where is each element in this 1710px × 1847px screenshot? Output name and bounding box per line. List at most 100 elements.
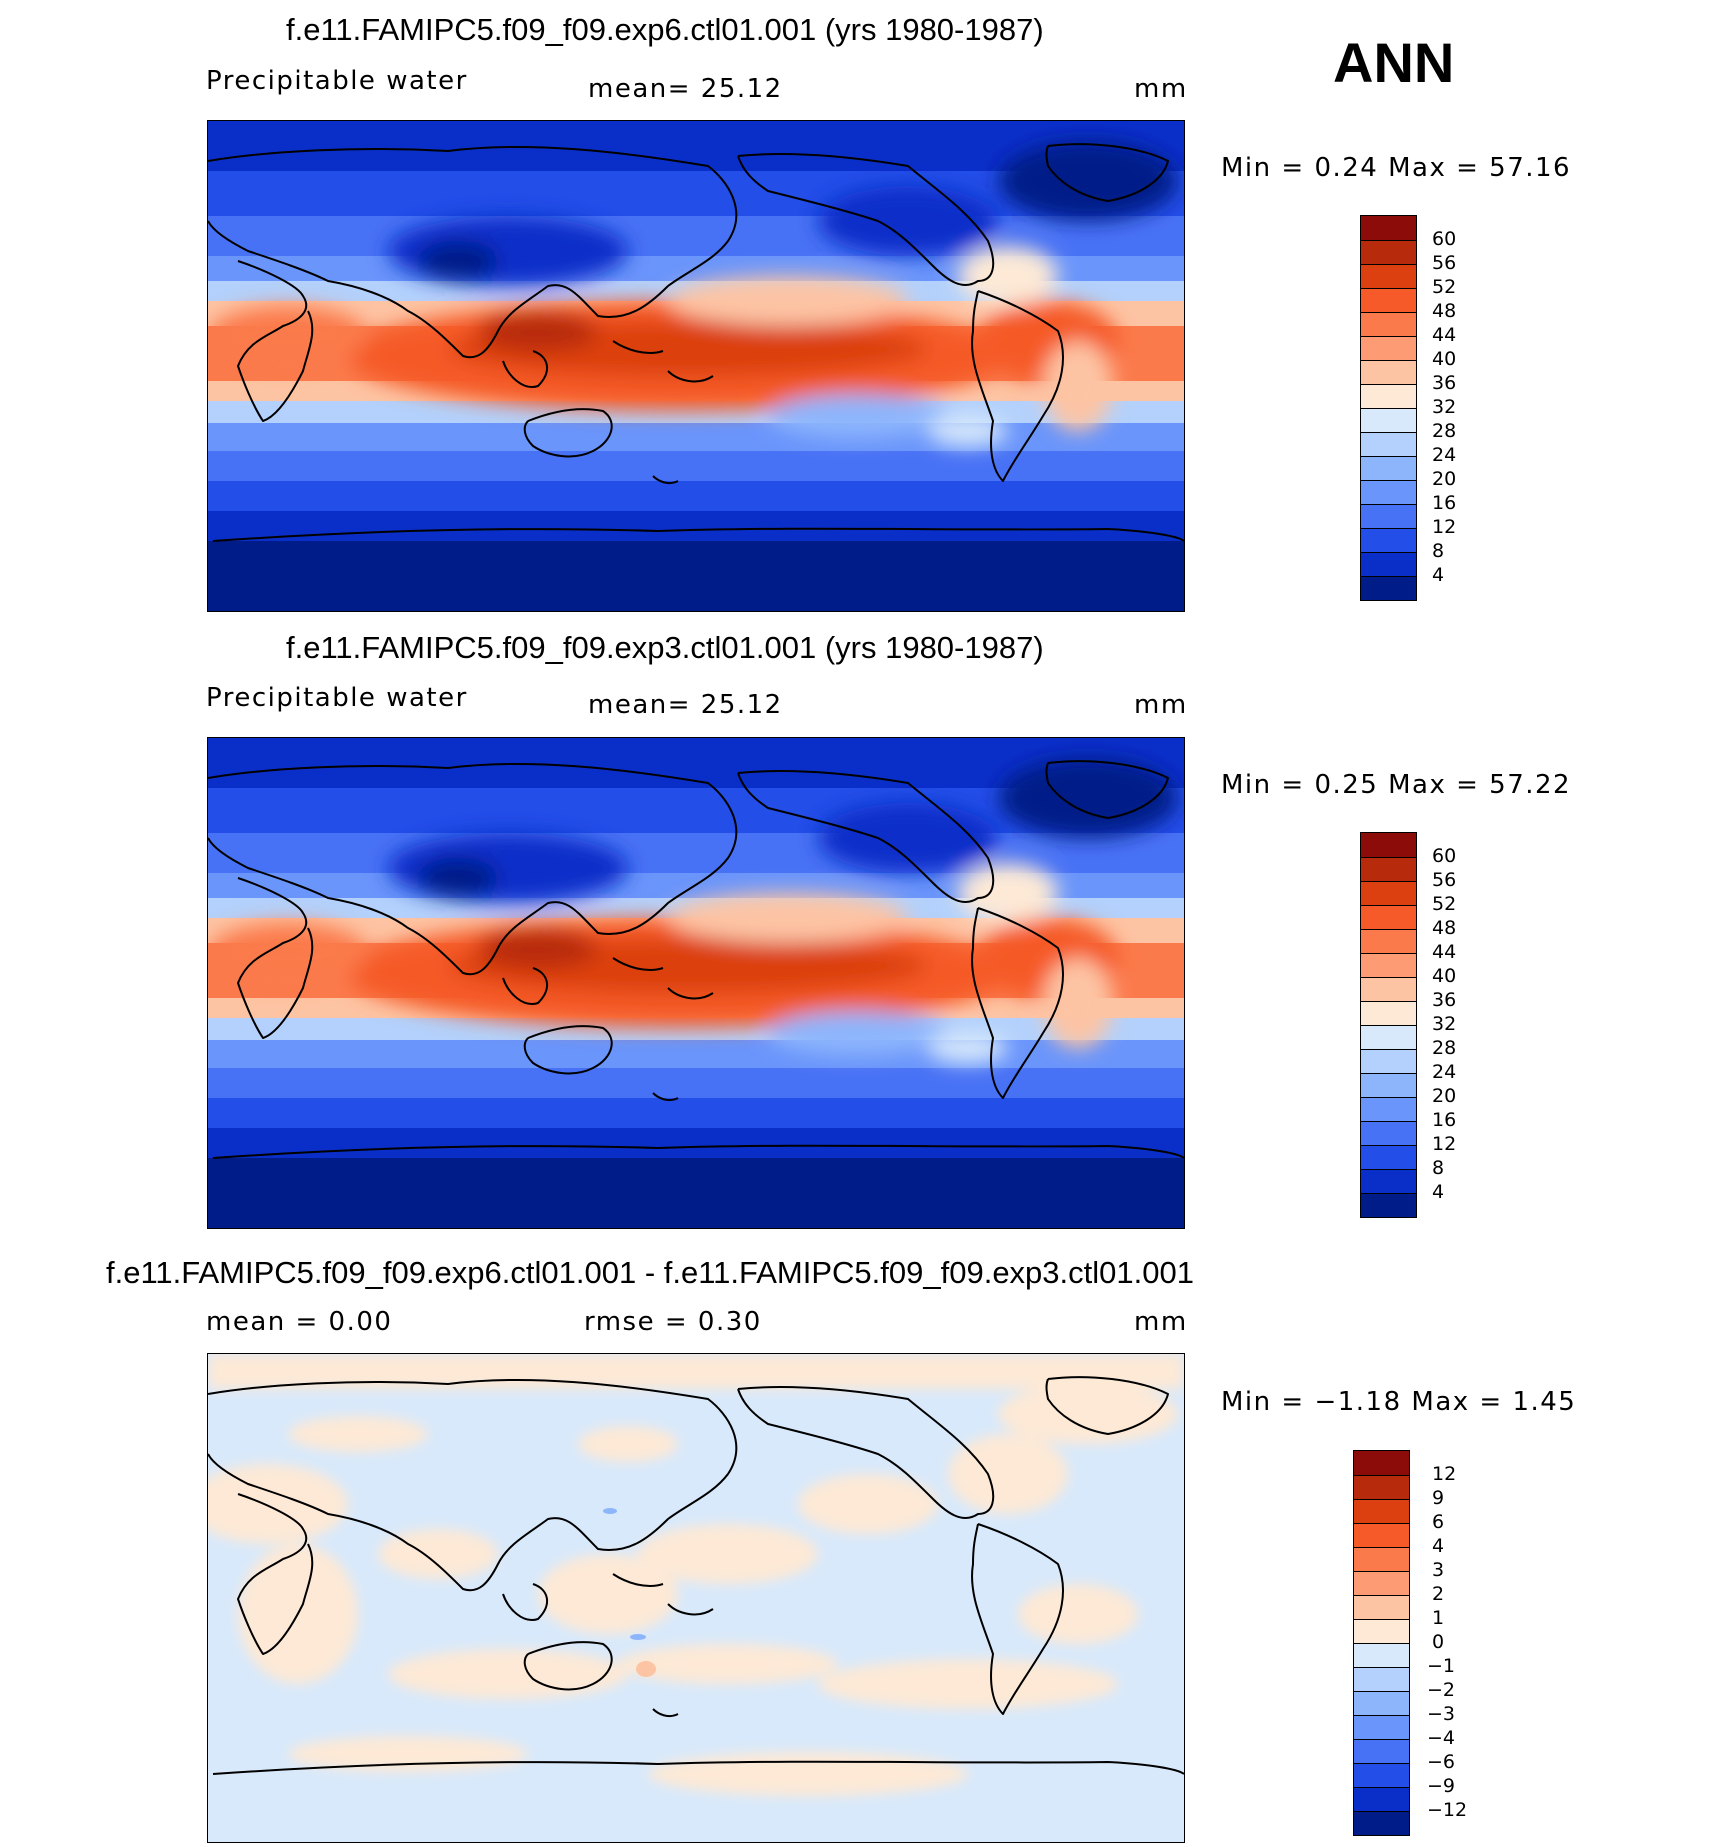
panel3-rmse: rmse = 0.30 <box>584 1307 762 1337</box>
colorbar-swatch <box>1354 1451 1409 1475</box>
panel2-colorbar-label: 12 <box>1432 1133 1457 1155</box>
colorbar-swatch <box>1361 360 1416 384</box>
panel2-colorbar-label: 20 <box>1432 1085 1457 1107</box>
panel1-colorbar-label: 32 <box>1432 396 1457 418</box>
colorbar-swatch <box>1361 432 1416 456</box>
panel3-colorbar-label: 12 <box>1432 1463 1457 1485</box>
panel3-colorbar-label: 4 <box>1432 1535 1445 1557</box>
panel3-colorbar-label: −2 <box>1427 1679 1456 1701</box>
panel1-colorbar-label: 40 <box>1432 348 1457 370</box>
colorbar-swatch <box>1354 1595 1409 1619</box>
panel2-colorbar-label: 8 <box>1432 1157 1445 1179</box>
colorbar-swatch <box>1361 552 1416 576</box>
colorbar-swatch <box>1354 1643 1409 1667</box>
panel2-colorbar-label: 52 <box>1432 893 1457 915</box>
panel3-colorbar-label: 9 <box>1432 1487 1445 1509</box>
colorbar-swatch <box>1361 312 1416 336</box>
colorbar-swatch <box>1361 1169 1416 1193</box>
panel3-colorbar-label: −4 <box>1427 1727 1456 1749</box>
colorbar-swatch <box>1361 977 1416 1001</box>
colorbar-swatch <box>1354 1667 1409 1691</box>
season-label: ANN <box>1333 31 1455 94</box>
panel1-colorbar-label: 44 <box>1432 324 1457 346</box>
colorbar-swatch <box>1354 1619 1409 1643</box>
panel3-colorbar-label: 2 <box>1432 1583 1445 1605</box>
panel1-colorbar-label: 60 <box>1432 228 1457 250</box>
panel1-title: f.e11.FAMIPC5.f09_f09.exp6.ctl01.001 (yr… <box>286 12 1044 47</box>
panel2-variable-label: Precipitable water <box>206 683 468 713</box>
panel1-minmax: Min = 0.24 Max = 57.16 <box>1221 153 1572 183</box>
colorbar-swatch <box>1361 384 1416 408</box>
panel3-colorbar-label: −3 <box>1427 1703 1456 1725</box>
panel2-mean: mean= 25.12 <box>588 690 783 720</box>
panel3-units: mm <box>1134 1307 1188 1337</box>
panel3-title: f.e11.FAMIPC5.f09_f09.exp6.ctl01.001 - f… <box>106 1255 1194 1290</box>
panel3-colorbar-label: 3 <box>1432 1559 1445 1581</box>
panel2-map <box>207 737 1185 1229</box>
panel2-minmax: Min = 0.25 Max = 57.22 <box>1221 770 1572 800</box>
panel2-units: mm <box>1134 690 1188 720</box>
panel1-colorbar-label: 4 <box>1432 564 1445 586</box>
panel1-colorbar-label: 48 <box>1432 300 1457 322</box>
colorbar-swatch <box>1361 1001 1416 1025</box>
colorbar-swatch <box>1361 408 1416 432</box>
colorbar-swatch <box>1361 528 1416 552</box>
colorbar-swatch <box>1361 456 1416 480</box>
colorbar-swatch <box>1361 1073 1416 1097</box>
colorbar-swatch <box>1361 1025 1416 1049</box>
panel1-colorbar-label: 52 <box>1432 276 1457 298</box>
colorbar-swatch <box>1361 1145 1416 1169</box>
colorbar-swatch <box>1361 1193 1416 1217</box>
colorbar-swatch <box>1361 504 1416 528</box>
colorbar-swatch <box>1361 264 1416 288</box>
panel1-colorbar-label: 28 <box>1432 420 1457 442</box>
panel3-map <box>207 1353 1185 1843</box>
panel1-colorbar-label: 16 <box>1432 492 1457 514</box>
panel2-colorbar-label: 36 <box>1432 989 1457 1011</box>
colorbar-swatch <box>1361 576 1416 600</box>
colorbar-swatch <box>1354 1715 1409 1739</box>
panel1-variable-label: Precipitable water <box>206 66 468 96</box>
colorbar-swatch <box>1354 1475 1409 1499</box>
panel3-colorbar-label: −12 <box>1427 1799 1468 1821</box>
panel3-colorbar-label: 6 <box>1432 1511 1445 1533</box>
panel2-colorbar-label: 48 <box>1432 917 1457 939</box>
panel1-colorbar-label: 36 <box>1432 372 1457 394</box>
panel3-mean: mean = 0.00 <box>206 1307 393 1337</box>
colorbar-swatch <box>1354 1739 1409 1763</box>
panel1-map-svg <box>208 121 1184 611</box>
panel3-colorbar-label: 0 <box>1432 1631 1445 1653</box>
colorbar-swatch <box>1361 833 1416 857</box>
colorbar-swatch <box>1361 905 1416 929</box>
panel1-map <box>207 120 1185 612</box>
colorbar-swatch <box>1354 1547 1409 1571</box>
colorbar-swatch <box>1361 288 1416 312</box>
panel3-coastlines <box>208 1376 1184 1775</box>
panel2-map-svg <box>208 738 1184 1228</box>
panel3-colorbar <box>1353 1450 1410 1836</box>
panel3-map-svg <box>208 1354 1184 1842</box>
panel1-colorbar-label: 56 <box>1432 252 1457 274</box>
panel1-colorbar-label: 20 <box>1432 468 1457 490</box>
panel1-mean: mean= 25.12 <box>588 74 783 104</box>
panel1-colorbar-label: 8 <box>1432 540 1445 562</box>
colorbar-swatch <box>1361 929 1416 953</box>
colorbar-swatch <box>1361 1049 1416 1073</box>
colorbar-swatch <box>1361 1097 1416 1121</box>
panel2-colorbar-label: 56 <box>1432 869 1457 891</box>
colorbar-swatch <box>1361 480 1416 504</box>
colorbar-swatch <box>1361 216 1416 240</box>
colorbar-swatch <box>1361 953 1416 977</box>
panel2-colorbar <box>1360 832 1417 1218</box>
panel2-colorbar-label: 32 <box>1432 1013 1457 1035</box>
colorbar-swatch <box>1354 1571 1409 1595</box>
panel2-colorbar-label: 28 <box>1432 1037 1457 1059</box>
colorbar-swatch <box>1361 240 1416 264</box>
colorbar-swatch <box>1354 1763 1409 1787</box>
panel1-units: mm <box>1134 74 1188 104</box>
panel2-title: f.e11.FAMIPC5.f09_f09.exp3.ctl01.001 (yr… <box>286 630 1044 665</box>
colorbar-swatch <box>1361 881 1416 905</box>
panel3-colorbar-label: −9 <box>1427 1775 1456 1797</box>
panel1-colorbar-label: 24 <box>1432 444 1457 466</box>
panel3-minmax: Min = −1.18 Max = 1.45 <box>1221 1387 1577 1417</box>
